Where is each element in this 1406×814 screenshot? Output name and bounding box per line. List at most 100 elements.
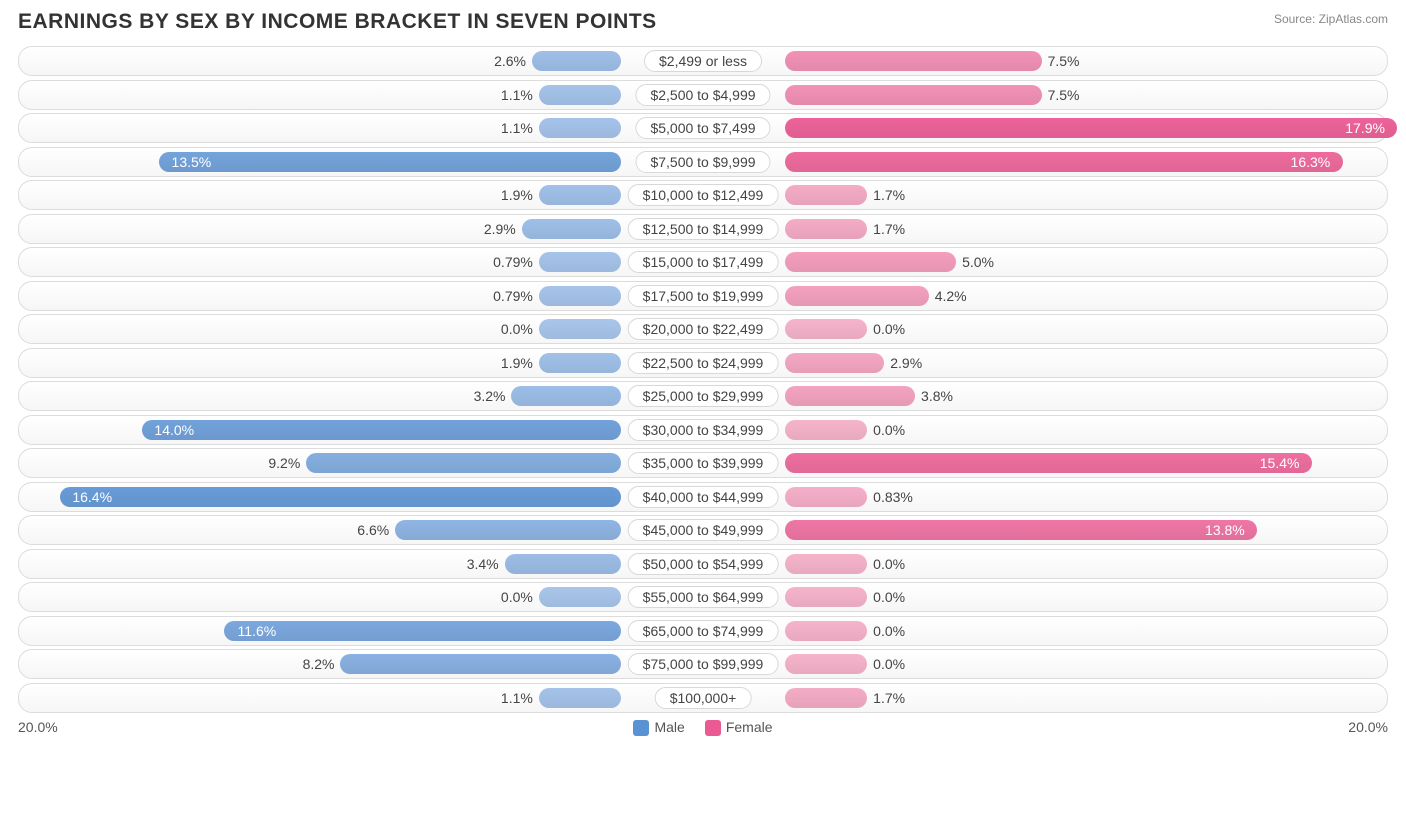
male-bar (539, 688, 621, 708)
female-bar (785, 51, 1042, 71)
male-value-label: 3.4% (467, 556, 499, 572)
female-value-label: 3.8% (921, 388, 953, 404)
female-value-label: 0.0% (873, 321, 905, 337)
bracket-label: $75,000 to $99,999 (628, 653, 779, 675)
female-bar (785, 219, 867, 239)
male-value-label: 2.6% (494, 53, 526, 69)
female-bar (785, 587, 867, 607)
bracket-label: $2,500 to $4,999 (635, 84, 770, 106)
male-value-label: 0.0% (501, 321, 533, 337)
chart-row: 2.6% 7.5% $2,499 or less (18, 46, 1388, 76)
female-value-label: 0.83% (873, 489, 913, 505)
bracket-label: $100,000+ (655, 687, 752, 709)
male-value-label: 0.79% (493, 254, 533, 270)
female-value-label: 1.7% (873, 221, 905, 237)
chart-row: 1.1% 1.7% $100,000+ (18, 683, 1388, 713)
female-bar (785, 654, 867, 674)
chart-row: 9.2%15.4%$35,000 to $39,999 (18, 448, 1388, 478)
male-bar (539, 286, 621, 306)
male-bar (539, 353, 621, 373)
female-value-label: 13.8% (1205, 522, 1245, 538)
bracket-label: $35,000 to $39,999 (628, 452, 779, 474)
male-bar (224, 621, 621, 641)
bracket-label: $15,000 to $17,499 (628, 251, 779, 273)
female-value-label: 17.9% (1345, 120, 1385, 136)
bracket-label: $5,000 to $7,499 (635, 117, 770, 139)
male-bar (539, 252, 621, 272)
male-bar (532, 51, 621, 71)
male-value-label: 13.5% (172, 154, 212, 170)
bracket-label: $45,000 to $49,999 (628, 519, 779, 541)
bracket-label: $40,000 to $44,999 (628, 486, 779, 508)
male-value-label: 1.9% (501, 187, 533, 203)
female-value-label: 0.0% (873, 623, 905, 639)
bracket-label: $30,000 to $34,999 (628, 419, 779, 441)
chart-row: 3.4%0.0%$50,000 to $54,999 (18, 549, 1388, 579)
male-value-label: 1.9% (501, 355, 533, 371)
chart-row: 6.6% 13.8% $45,000 to $49,999 (18, 515, 1388, 545)
female-bar (785, 118, 1397, 138)
bracket-label: $10,000 to $12,499 (628, 184, 779, 206)
diverging-bar-chart: 2.6% 7.5% $2,499 or less 1.1% 7.5% $2,500 to … (18, 46, 1388, 713)
male-value-label: 14.0% (154, 422, 194, 438)
male-value-label: 1.1% (501, 120, 533, 136)
male-bar (159, 152, 621, 172)
female-value-label: 0.0% (873, 656, 905, 672)
bracket-label: $2,499 or less (644, 50, 762, 72)
male-value-label: 9.2% (268, 455, 300, 471)
female-bar (785, 319, 867, 339)
female-value-label: 1.7% (873, 690, 905, 706)
chart-row: 1.9% 2.9% $22,500 to $24,999 (18, 348, 1388, 378)
chart-row: 1.1% 17.9% $5,000 to $7,499 (18, 113, 1388, 143)
chart-row: 0.79%5.0%$15,000 to $17,499 (18, 247, 1388, 277)
chart-title: EARNINGS BY SEX BY INCOME BRACKET IN SEV… (18, 10, 657, 34)
male-value-label: 11.6% (238, 623, 277, 639)
female-bar (785, 85, 1042, 105)
bracket-label: $22,500 to $24,999 (628, 352, 779, 374)
female-value-label: 0.0% (873, 589, 905, 605)
male-value-label: 1.1% (501, 690, 533, 706)
female-value-label: 0.0% (873, 556, 905, 572)
male-value-label: 6.6% (357, 522, 389, 538)
bracket-label: $55,000 to $64,999 (628, 586, 779, 608)
chart-row: 1.9% 1.7% $10,000 to $12,499 (18, 180, 1388, 210)
chart-row: 16.4%0.83%$40,000 to $44,999 (18, 482, 1388, 512)
male-bar (395, 520, 621, 540)
source-attribution: Source: ZipAtlas.com (1274, 12, 1388, 26)
bracket-label: $20,000 to $22,499 (628, 318, 779, 340)
legend: Male Female (633, 719, 772, 736)
female-value-label: 7.5% (1048, 87, 1080, 103)
bracket-label: $7,500 to $9,999 (635, 151, 770, 173)
chart-row: 1.1%7.5%$2,500 to $4,999 (18, 80, 1388, 110)
female-bar (785, 152, 1342, 172)
chart-row: 2.9%1.7%$12,500 to $14,999 (18, 214, 1388, 244)
female-bar (785, 386, 915, 406)
female-bar (785, 487, 867, 507)
chart-row: 3.2%3.8%$25,000 to $29,999 (18, 381, 1388, 411)
legend-male-label: Male (654, 719, 684, 735)
female-value-label: 1.7% (873, 187, 905, 203)
chart-row: 8.2%0.0%$75,000 to $99,999 (18, 649, 1388, 679)
male-bar (522, 219, 621, 239)
bracket-label: $25,000 to $29,999 (628, 385, 779, 407)
chart-row: 14.0%0.0%$30,000 to $34,999 (18, 415, 1388, 445)
legend-female-label: Female (726, 719, 773, 735)
female-value-label: 4.2% (935, 288, 967, 304)
male-bar (511, 386, 620, 406)
female-value-label: 2.9% (890, 355, 922, 371)
male-bar (505, 554, 621, 574)
chart-row: 13.5%16.3%$7,500 to $9,999 (18, 147, 1388, 177)
legend-male: Male (633, 719, 684, 736)
male-bar (306, 453, 621, 473)
female-bar (785, 453, 1312, 473)
male-swatch (633, 720, 649, 736)
male-bar (539, 185, 621, 205)
female-bar (785, 185, 867, 205)
female-value-label: 7.5% (1048, 53, 1080, 69)
axis-right-max: 20.0% (1348, 719, 1388, 735)
male-bar (539, 85, 621, 105)
bracket-label: $65,000 to $74,999 (628, 620, 779, 642)
female-bar (785, 420, 867, 440)
female-bar (785, 688, 867, 708)
male-value-label: 0.0% (501, 589, 533, 605)
